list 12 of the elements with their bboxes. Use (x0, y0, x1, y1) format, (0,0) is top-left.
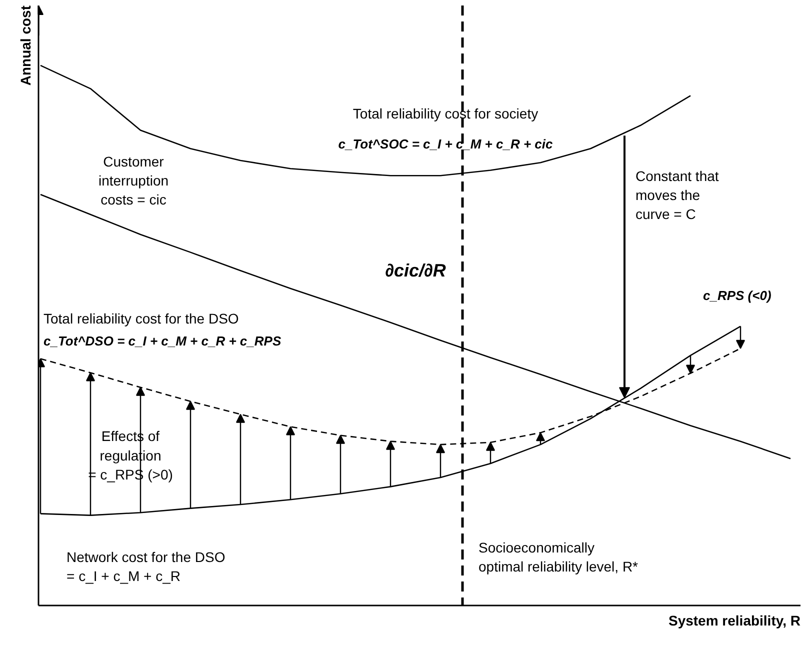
annotation: Constant that moves the curve = C (636, 168, 719, 222)
annotation: c_RPS (<0) (703, 288, 772, 304)
x-axis-title: System reliability, R (668, 612, 800, 628)
annotation: ∂cic/∂R (385, 260, 446, 281)
y-axis-title: Annual cost (18, 5, 34, 86)
annotation: Total reliability cost for society (352, 106, 538, 122)
annotation: Total reliability cost for the DSO (44, 310, 239, 327)
annotation: Socioeconomically optimal reliability level, R* (478, 539, 639, 574)
annotation: c_Tot^DSO = c_I + c_M + c_R + c_RPS (44, 333, 282, 348)
annotation: Customer interruption costs = cic (98, 153, 169, 208)
annotation: Network cost for the DSO = c_I + c_M + c_R (66, 549, 226, 584)
annotation: c_Tot^SOC = c_I + c_M + c_R + cic (338, 136, 554, 152)
